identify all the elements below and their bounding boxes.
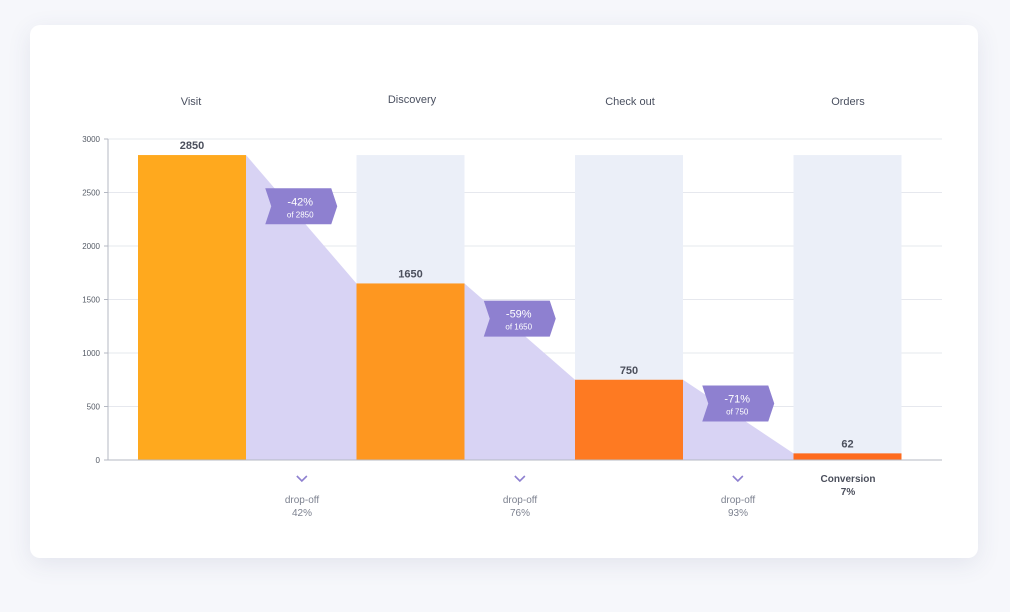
- dropoff-label: drop-off: [720, 495, 756, 506]
- value-label: 62: [841, 438, 853, 450]
- stage-title-checkout: Check out: [605, 96, 655, 108]
- axes: 0 500 1000 1500 2000 2500 3000: [82, 135, 942, 465]
- stage-title-orders: Orders: [831, 96, 865, 108]
- dropoff-3: drop-off 93%: [721, 474, 755, 520]
- conversion-value: 7%: [840, 487, 856, 498]
- y-tick-label: 3000: [82, 135, 100, 144]
- drop-badge: -42% of 2850: [265, 188, 338, 225]
- dropoff-label: drop-off: [284, 495, 320, 506]
- funnel-area: [246, 155, 357, 461]
- chevron-down-icon: [732, 475, 744, 483]
- badge-percent: -71%: [724, 394, 750, 406]
- value-label: 2850: [180, 140, 204, 152]
- background-bar: [793, 155, 902, 461]
- dropoff-value: 76%: [509, 508, 531, 519]
- y-tick-label: 0: [96, 456, 101, 465]
- dropoff-label: drop-off: [502, 495, 538, 506]
- dropoff-1: drop-off 42%: [285, 474, 319, 520]
- funnel-chart: 0 500 1000 1500 2000 2500 3000 2850 1650 750 62 -…: [82, 135, 942, 465]
- bar: [138, 155, 246, 461]
- badge-of: of 1650: [505, 323, 532, 332]
- badge-shape: [702, 385, 775, 422]
- stage-title-discovery: Discovery: [387, 94, 437, 106]
- badge-of: of 2850: [287, 210, 314, 219]
- dropoff-2: drop-off 76%: [503, 474, 537, 520]
- badge-of: of 750: [726, 408, 749, 417]
- stage-title-visit: Visit: [180, 96, 202, 108]
- chart-card: Visit Discovery Check out Orders 0 500 100…: [30, 25, 978, 558]
- value-label: 1650: [398, 268, 422, 280]
- y-tick-label: 500: [87, 403, 101, 412]
- bar: [356, 283, 465, 460]
- drop-badges: -42% of 2850 -59% of 1650 -71% of 750: [265, 188, 775, 422]
- bar: [575, 379, 683, 460]
- dropoff-value: 42%: [291, 508, 313, 519]
- drop-badge: -59% of 1650: [483, 300, 556, 337]
- chevron-down-icon: [296, 475, 308, 483]
- badge-percent: -59%: [506, 309, 532, 321]
- value-label: 750: [620, 365, 638, 377]
- y-tick-label: 2500: [82, 189, 100, 198]
- bar: [793, 453, 902, 460]
- bars: [138, 155, 902, 461]
- badge-shape: [265, 188, 338, 225]
- badge-percent: -42%: [287, 196, 313, 208]
- badge-shape: [483, 300, 556, 337]
- drop-badge: -71% of 750: [702, 385, 775, 422]
- value-labels: 2850 1650 750 62: [180, 140, 854, 450]
- dropoff-value: 93%: [727, 508, 749, 519]
- conversion-label: Conversion: [820, 474, 876, 485]
- conversion-summary: Conversion 7%: [820, 473, 875, 499]
- y-tick-label: 1500: [82, 296, 100, 305]
- chevron-down-icon: [514, 475, 526, 483]
- y-tick-label: 1000: [82, 349, 100, 358]
- y-tick-label: 2000: [82, 242, 100, 251]
